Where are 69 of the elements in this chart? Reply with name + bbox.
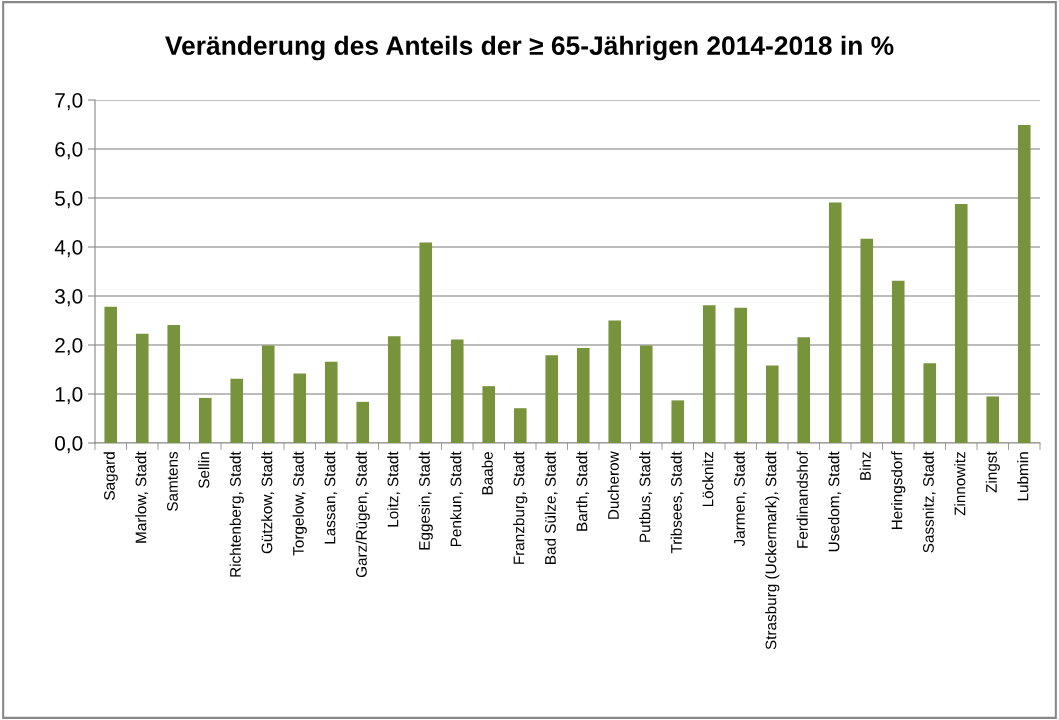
- x-tick-label: Lassan, Stadt: [324, 451, 338, 544]
- y-tick-label: 2,0: [55, 338, 83, 356]
- bar: [954, 203, 968, 443]
- x-tick-label: Zingst: [985, 451, 1000, 493]
- x-tick-label: Richtenberg, Stadt: [229, 451, 244, 577]
- bar: [1017, 124, 1031, 443]
- x-tick-label: Löcknitz: [702, 452, 714, 507]
- x-tick-label: Heringsdorf: [891, 451, 906, 530]
- bar: [702, 305, 716, 443]
- y-tick-label: 3,0: [55, 289, 83, 307]
- y-tick-label: 1,0: [55, 387, 83, 405]
- bar: [198, 397, 212, 443]
- x-tick-label: Samtens: [167, 451, 178, 511]
- bar: [513, 408, 527, 443]
- bar: [576, 347, 590, 443]
- x-tick-label: Strasburg (Uckermark), Stadt: [765, 451, 780, 650]
- x-tick-label: Marlow, Stadt: [135, 451, 149, 543]
- bar: [765, 365, 779, 443]
- bar: [545, 355, 559, 443]
- x-tick-label: Zinnowitz: [954, 452, 966, 516]
- x-tick-label: Eggesin, Stadt: [418, 451, 433, 550]
- bar: [261, 345, 275, 443]
- y-tick-label: 4,0: [54, 240, 83, 258]
- bar: [986, 396, 1000, 443]
- bar: [671, 400, 685, 443]
- chart-title: Veränderung des Anteils der ≥ 65-Jährigen 2014-2018 in %: [165, 35, 894, 61]
- bar: [797, 337, 811, 443]
- x-tick-label: Baabe: [481, 452, 493, 495]
- bar: [828, 202, 842, 443]
- y-tick-label: 5,0: [55, 191, 83, 209]
- x-tick-label: Bad Sülze, Stadt: [544, 451, 558, 564]
- bar: [860, 238, 874, 443]
- x-tick-label: Putbus, Stadt: [639, 451, 653, 542]
- bar: [639, 345, 653, 443]
- bar: [356, 401, 370, 443]
- x-tick-label: Ferdinandshof: [796, 451, 808, 548]
- x-tick-label: Penkun, Stadt: [450, 451, 464, 547]
- x-tick-label: Sellin: [198, 452, 210, 488]
- x-tick-label: Sagard: [103, 452, 118, 500]
- x-tick-label: Loitz, Stadt: [387, 451, 401, 527]
- x-tick-label: Jarmen, Stadt: [733, 451, 747, 547]
- bar: [167, 324, 181, 443]
- bar: [482, 386, 496, 443]
- bar: [450, 339, 464, 443]
- x-tick-label: Ducherow: [607, 451, 619, 519]
- y-tick-label: 6,0: [55, 142, 83, 160]
- bar: [734, 307, 748, 443]
- bar: [135, 333, 149, 443]
- bar: [293, 373, 307, 443]
- bar: [891, 280, 905, 443]
- bar: [608, 320, 622, 443]
- x-tick-label: Gützkow, Stadt: [261, 451, 275, 554]
- x-tick-label: Binz: [859, 452, 871, 480]
- bar: [387, 336, 401, 443]
- y-tick-label: 7,0: [55, 93, 83, 111]
- bar: [230, 378, 244, 443]
- x-tick-label: Torgelow, Stadt: [292, 451, 307, 556]
- x-tick-label: Franzburg, Stadt: [513, 451, 528, 564]
- x-tick-label: Lubmin: [1017, 452, 1029, 501]
- x-tick-label: Barth, Stadt: [576, 451, 590, 531]
- bar: [104, 306, 118, 443]
- bar: [324, 361, 338, 443]
- bar: [419, 242, 433, 443]
- bar: [923, 363, 937, 443]
- x-tick-label: Usedom, Stadt: [828, 451, 842, 552]
- y-tick-label: 0,0: [55, 436, 83, 454]
- x-tick-label: Tribsees, Stadt: [670, 451, 684, 554]
- x-tick-label: Sassnitz, Stadt: [922, 451, 936, 553]
- x-tick-label: Garz/Rügen, Stadt: [355, 451, 370, 578]
